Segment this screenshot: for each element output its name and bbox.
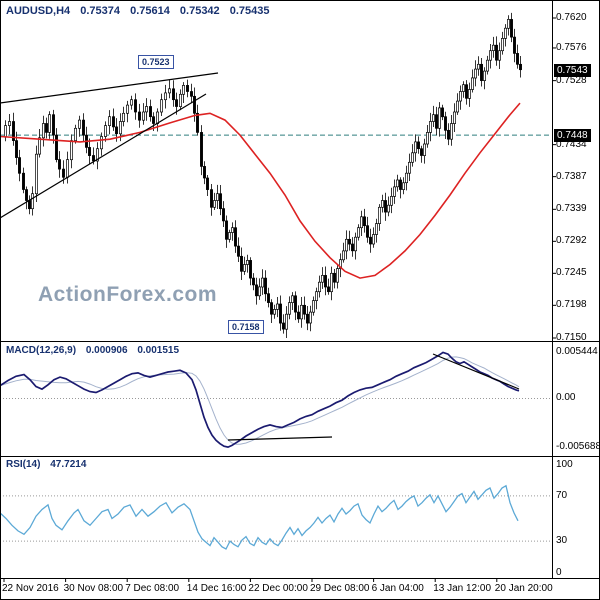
price-tick-label: 0.7198	[556, 299, 587, 311]
time-label: 30 Nov 08:00	[63, 583, 124, 594]
macd-indicator-label: MACD(12,26,9)	[6, 345, 77, 356]
price-tick-label: 0.7150	[556, 332, 587, 343]
open-value: 0.75374	[80, 5, 121, 17]
rsi-value: 47.7214	[50, 459, 87, 470]
low-value: 0.75342	[179, 5, 220, 17]
symbol-timeframe-label: AUDUSD,H4	[6, 5, 71, 17]
time-label: 13 Jan 12:00	[433, 583, 492, 594]
rsi-tick-label: 70	[556, 489, 568, 501]
macd-tick-label: -0.005688	[556, 441, 600, 452]
price-badge: 0.7448	[554, 128, 591, 142]
price-tick-label: 0.7292	[556, 235, 587, 247]
rsi-panel-title: RSI(14) 47.7214	[6, 459, 93, 470]
time-label: 7 Dec 08:00	[125, 583, 180, 594]
time-label: 29 Dec 08:00	[310, 583, 370, 594]
time-label: 6 Jan 04:00	[371, 583, 424, 594]
macd-tick-label: 0.00	[556, 392, 576, 404]
price-tick-label: 0.7387	[556, 170, 587, 182]
resistance-price-label: 0.7523	[138, 55, 174, 69]
time-label: 20 Jan 20:00	[494, 583, 553, 594]
price-tick-label: 0.7620	[556, 12, 587, 23]
price-tick-label: 0.7576	[556, 41, 587, 53]
support-price-label: 0.7158	[228, 320, 264, 334]
macd-signal-value: 0.001515	[137, 345, 180, 356]
time-label: 14 Dec 16:00	[186, 583, 247, 594]
rsi-tick-label: 0	[556, 567, 562, 578]
macd-tick-label: 0.005444	[556, 346, 598, 357]
price-tick-label: 0.7245	[556, 267, 587, 279]
price-tick-label: 0.7528	[556, 74, 587, 86]
chart-header: AUDUSD,H4 0.75374 0.75614 0.75342 0.7543…	[6, 5, 277, 17]
high-value: 0.75614	[130, 5, 170, 17]
macd-main-value: 0.000906	[85, 345, 128, 356]
macd-panel-title: MACD(12,26,9) 0.000906 0.001515	[6, 345, 186, 356]
time-label: 22 Nov 2016	[2, 583, 59, 594]
close-value: 0.75435	[229, 5, 270, 17]
price-tick-label: 0.7339	[556, 203, 587, 215]
price-badge: 0.7543	[554, 63, 591, 77]
rsi-tick-label: 30	[556, 535, 568, 547]
price-tick-label: 0.7434	[556, 138, 587, 150]
rsi-indicator-label: RSI(14)	[6, 459, 41, 470]
watermark: ActionForex.com	[38, 283, 218, 306]
rsi-tick-label: 100	[556, 459, 573, 470]
time-label: 22 Dec 00:00	[248, 583, 308, 594]
